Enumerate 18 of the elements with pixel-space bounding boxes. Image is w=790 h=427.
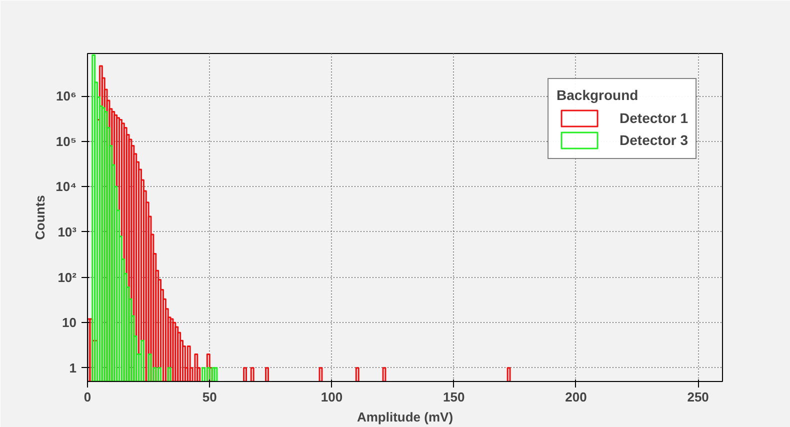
y-tick-label: 10³ <box>58 224 78 240</box>
x-tick-label: 200 <box>565 390 587 404</box>
y-tick-label: 1 <box>69 360 77 376</box>
x-tick-label: 50 <box>202 390 217 404</box>
x-tick-label: 0 <box>84 390 92 404</box>
y-tick-label: 10² <box>58 270 78 285</box>
y-tick-label: 10⁶ <box>56 88 77 104</box>
y-tick-label: 10⁴ <box>56 179 76 194</box>
x-tick-label: 150 <box>443 390 465 404</box>
x-tick-label: 250 <box>687 390 709 404</box>
legend-label: Detector 3 <box>620 132 688 148</box>
legend-title: Background <box>556 87 640 103</box>
x-tick-label: 100 <box>320 390 343 404</box>
x-axis-title: Amplitude (mV) <box>356 410 454 424</box>
y-tick-label: 10 <box>62 315 77 330</box>
legend-label: Detector 1 <box>620 110 688 126</box>
y-axis-title: Counts <box>32 195 48 240</box>
y-tick-label: 10⁵ <box>56 134 77 149</box>
